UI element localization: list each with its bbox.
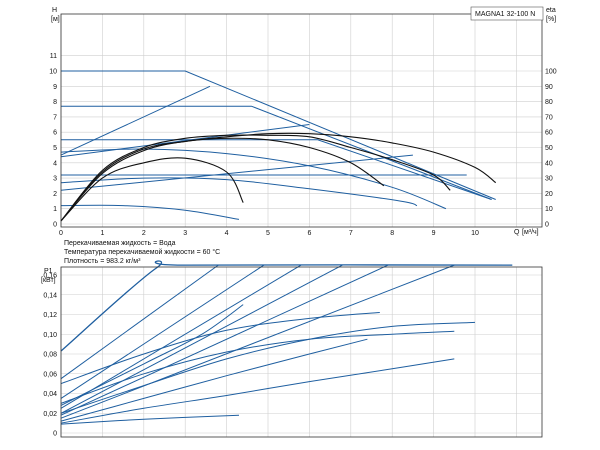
power-chart: 0 0,02 0,04 0,06 0,08 0,10 0,12 0,14 0,16 P1 [кВ…: [41, 260, 543, 438]
head-flow-chart: 0 1 2 3 4 5 6 7 8 9 10 11 0 10 20 30 40 50 60 70 80 90 100 0 1…: [49, 6, 557, 265]
power-curve: [60, 264, 343, 414]
power-tick-label: 0,16: [43, 273, 57, 280]
power-grid: [60, 267, 542, 437]
eta-tick-label: 50: [545, 145, 553, 152]
power-curve: [60, 330, 455, 404]
power-tick-label: 0: [53, 431, 57, 438]
power-curve: [60, 312, 380, 385]
head-tick-label: 11: [50, 53, 57, 60]
flow-tick-label: 7: [349, 230, 353, 237]
temperature-note: Температура перекачиваемой жидкости = 60…: [64, 248, 220, 256]
head-tick-label: 2: [53, 191, 57, 198]
eta-tick-label: 100: [545, 69, 557, 76]
head-flow-grid: [60, 14, 542, 227]
head-flow-y-ticks: 0 1 2 3 4 5 6 7 8 9 10 11: [49, 53, 57, 228]
head-curve: [61, 70, 496, 200]
power-tick-label: 0,14: [43, 292, 57, 299]
eta-tick-label: 70: [545, 114, 553, 121]
eta-tick-label: 90: [545, 84, 553, 91]
head-tick-label: 7: [53, 114, 57, 121]
head-curve: [60, 124, 310, 158]
flow-tick-label: 0: [59, 230, 63, 237]
flow-tick-label: 5: [266, 230, 270, 237]
power-tick-label: 0,10: [43, 332, 57, 339]
head-tick-label: 8: [53, 99, 57, 106]
power-axis-label: P1: [44, 268, 53, 275]
efficiency-curve: [60, 157, 244, 222]
flow-tick-label: 2: [142, 230, 146, 237]
flow-tick-label: 10: [471, 230, 479, 237]
eta-tick-label: 0: [545, 222, 549, 229]
power-tick-label: 0,04: [43, 391, 57, 398]
flow-axis-unit: [м³/ч]: [522, 229, 539, 236]
head-tick-label: 4: [53, 160, 57, 167]
power-curve: [60, 338, 368, 422]
head-curve: [60, 177, 418, 207]
power-curve: [60, 264, 302, 409]
efficiency-curve: [60, 134, 451, 222]
head-curve: [60, 204, 240, 220]
flow-tick-label: 4: [225, 230, 229, 237]
power-series: [60, 260, 513, 425]
power-curve: [60, 264, 455, 419]
eta-axis-unit: [%]: [546, 16, 556, 23]
power-tick-label: 0,02: [43, 411, 57, 418]
head-curve: [61, 105, 492, 200]
power-curve: [60, 264, 219, 380]
power-y-ticks: 0 0,02 0,04 0,06 0,08 0,10 0,12 0,14 0,16: [43, 273, 57, 438]
power-curve: [60, 321, 476, 414]
power-tick-label: 0,12: [43, 312, 57, 319]
head-curve: [60, 148, 447, 210]
power-curve: [60, 264, 389, 416]
eta-tick-label: 60: [545, 130, 553, 137]
flow-tick-label: 6: [307, 230, 311, 237]
model-label: MAGNA1 32-100 N: [475, 11, 535, 18]
density-note: Плотность = 983.2 кг/м³: [64, 258, 141, 265]
efficiency-curve: [60, 132, 497, 222]
head-curve: [60, 154, 413, 191]
head-curve: [61, 139, 492, 200]
eta-axis-label: eta: [546, 7, 556, 14]
power-curve: [60, 260, 513, 352]
head-tick-label: 6: [53, 130, 57, 137]
head-flow-series: [60, 70, 497, 222]
power-tick-label: 0,06: [43, 371, 57, 378]
eta-y-ticks: 0 10 20 30 40 50 60 70 80 90 100: [545, 69, 557, 229]
head-flow-frame: [60, 13, 543, 228]
head-tick-label: 5: [53, 145, 57, 152]
liquid-note: Перекачиваемая жидкость = Вода: [64, 240, 176, 247]
eta-tick-label: 10: [545, 206, 553, 213]
flow-tick-label: 9: [432, 230, 436, 237]
flow-tick-label: 8: [390, 230, 394, 237]
eta-tick-label: 20: [545, 191, 553, 198]
power-curve: [60, 264, 265, 399]
power-tick-label: 0,08: [43, 352, 57, 359]
head-curve: [60, 85, 211, 156]
head-tick-label: 9: [53, 84, 57, 91]
eta-tick-label: 80: [545, 99, 553, 106]
head-axis-label: H: [52, 7, 57, 14]
eta-tick-label: 30: [545, 176, 553, 183]
flow-axis-label: Q: [514, 229, 520, 236]
head-tick-label: 0: [53, 222, 57, 229]
power-curve: [60, 414, 240, 425]
power-curve: [60, 358, 455, 424]
eta-tick-label: 40: [545, 160, 553, 167]
head-tick-label: 1: [53, 206, 57, 213]
power-axis-unit: [кВт]: [41, 277, 56, 284]
head-tick-label: 10: [49, 69, 57, 76]
power-curve: [60, 304, 244, 406]
flow-x-ticks: 0 1 2 3 4 5 6 7 8 9 10: [59, 230, 479, 237]
flow-tick-label: 1: [100, 230, 104, 237]
power-frame: [60, 266, 543, 438]
head-axis-unit: [м]: [51, 16, 60, 23]
head-tick-label: 3: [53, 176, 57, 183]
efficiency-curve: [60, 137, 385, 222]
model-label-box: [470, 6, 544, 21]
flow-tick-label: 3: [183, 230, 187, 237]
